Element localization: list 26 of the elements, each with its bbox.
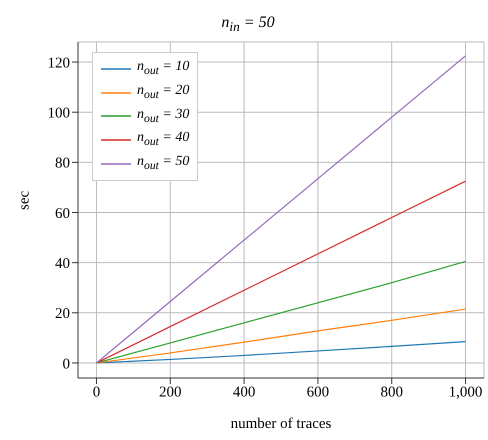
legend-label: n$_{out}$ = 20 bbox=[137, 82, 190, 103]
x-tick-label: 1,000 bbox=[448, 384, 482, 401]
legend-label: n$_{out}$ = 40 bbox=[137, 129, 190, 150]
legend-label: n$_{out}$ = 30 bbox=[137, 106, 190, 126]
x-tick-label: 0 bbox=[92, 384, 100, 401]
legend-label: n$_{out}$ = 50 bbox=[137, 153, 190, 174]
x-axis-title: number of traces bbox=[230, 416, 332, 432]
line-series bbox=[96, 260, 466, 364]
y-tick-label: 0 bbox=[62, 356, 70, 372]
y-tick-label: 100 bbox=[48, 106, 70, 122]
line-series bbox=[96, 308, 466, 364]
line-series bbox=[96, 180, 466, 364]
y-tick-label: 40 bbox=[55, 256, 70, 272]
y-tick-label: 120 bbox=[48, 55, 70, 72]
y-tick-label: 60 bbox=[55, 206, 70, 222]
x-tick-label: 200 bbox=[159, 384, 182, 401]
y-tick-label: 20 bbox=[55, 306, 70, 322]
y-axis-title: sec bbox=[16, 190, 32, 210]
y-tick-label: 80 bbox=[55, 156, 70, 172]
chart-title: n$_{in}$ = 50 bbox=[220, 13, 276, 36]
line-series bbox=[96, 55, 466, 364]
x-tick-label: 400 bbox=[232, 384, 256, 401]
line-series bbox=[96, 341, 466, 364]
x-tick-label: 800 bbox=[380, 384, 403, 401]
x-tick-label: 600 bbox=[306, 384, 330, 401]
legend-label: n$_{out}$ = 10 bbox=[137, 58, 190, 79]
